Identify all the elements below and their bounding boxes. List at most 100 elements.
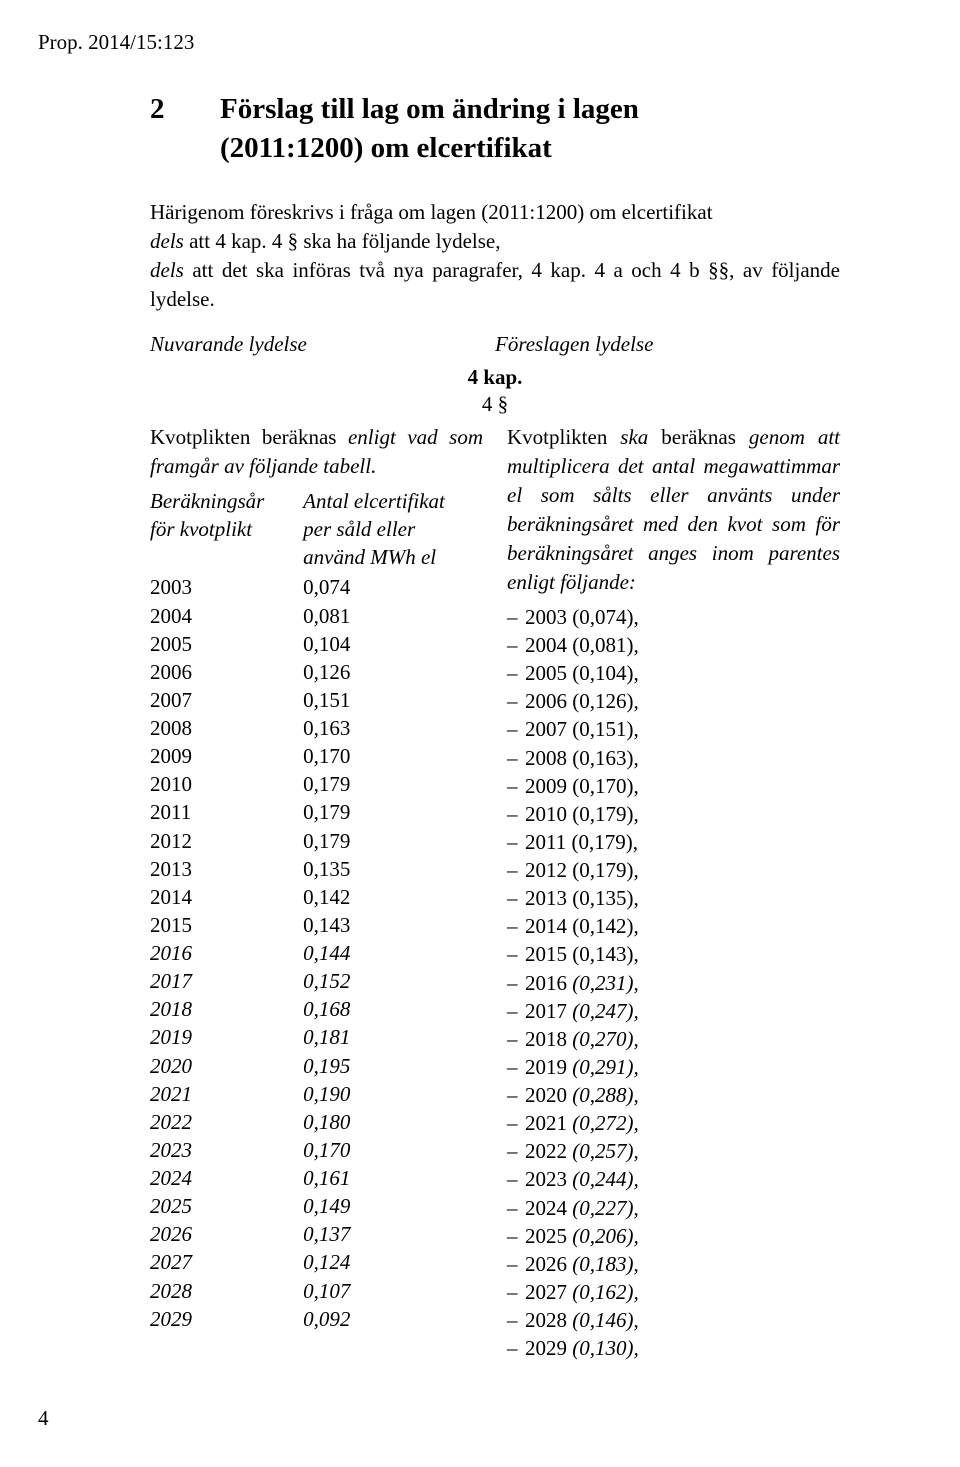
list-item-text: 2023 (0,244), — [525, 1167, 639, 1191]
dash-icon: – — [507, 631, 525, 659]
list-item-text: 2009 (0,170), — [525, 774, 639, 798]
dash-icon: – — [507, 940, 525, 968]
section-title-line1: Förslag till lag om ändring i lagen — [220, 93, 639, 125]
table-cell-value: 0,179 — [303, 798, 483, 826]
list-item: –2014 (0,142), — [507, 912, 840, 940]
section-title-line2: (2011:1200) om elcertifikat — [220, 132, 552, 164]
list-item-text: 2020 (0,288), — [525, 1083, 639, 1107]
table-row: 20280,107 — [150, 1277, 483, 1305]
dash-icon: – — [507, 1250, 525, 1278]
list-item-text: 2016 (0,231), — [525, 971, 639, 995]
hdr-col1-l2: för kvotplikt — [150, 517, 252, 541]
table-cell-year: 2027 — [150, 1248, 303, 1276]
dash-icon: – — [507, 1306, 525, 1334]
dash-icon: – — [507, 1053, 525, 1081]
dash-icon: – — [507, 715, 525, 743]
dash-icon: – — [507, 1222, 525, 1250]
table-cell-value: 0,149 — [303, 1192, 483, 1220]
dash-icon: – — [507, 884, 525, 912]
list-item-text: 2015 (0,143), — [525, 942, 639, 966]
table-cell-value: 0,195 — [303, 1052, 483, 1080]
table-cell-year: 2012 — [150, 827, 303, 855]
table-row: 20050,104 — [150, 630, 483, 658]
table-row: 20070,151 — [150, 686, 483, 714]
dash-icon: – — [507, 603, 525, 631]
table-cell-value: 0,092 — [303, 1305, 483, 1333]
table-cell-year: 2011 — [150, 798, 303, 826]
list-item-text: 2012 (0,179), — [525, 858, 639, 882]
table-cell-value: 0,135 — [303, 855, 483, 883]
list-item-text: 2028 (0,146), — [525, 1308, 639, 1332]
column-headers: Nuvarande lydelse Föreslagen lydelse — [150, 332, 840, 357]
table-cell-year: 2025 — [150, 1192, 303, 1220]
list-item: –2004 (0,081), — [507, 631, 840, 659]
table-cell-year: 2014 — [150, 883, 303, 911]
two-column-body: Kvotplikten beräknas enligt vad som fram… — [150, 423, 840, 1362]
left-column: Kvotplikten beräknas enligt vad som fram… — [150, 423, 483, 1362]
section-title: 2 Förslag till lag om ändring i lagen (2… — [150, 90, 840, 168]
list-item-text: 2021 (0,272), — [525, 1111, 639, 1135]
dash-icon: – — [507, 1137, 525, 1165]
list-item-text: 2010 (0,179), — [525, 802, 639, 826]
dash-icon: – — [507, 744, 525, 772]
dash-icon: – — [507, 1109, 525, 1137]
table-cell-year: 2008 — [150, 714, 303, 742]
table-cell-value: 0,170 — [303, 1136, 483, 1164]
dash-icon: – — [507, 997, 525, 1025]
right-column-header: Föreslagen lydelse — [495, 332, 840, 357]
page-number: 4 — [38, 1406, 49, 1431]
list-item-text: 2022 (0,257), — [525, 1139, 639, 1163]
list-item: –2015 (0,143), — [507, 940, 840, 968]
list-item-text: 2029 (0,130), — [525, 1336, 639, 1360]
left-text-plain: Kvotplikten beräknas — [150, 425, 348, 449]
table-row: 20060,126 — [150, 658, 483, 686]
table-row: 20170,152 — [150, 967, 483, 995]
dash-icon: – — [507, 969, 525, 997]
table-row: 20140,142 — [150, 883, 483, 911]
table-row: 20190,181 — [150, 1023, 483, 1051]
table-cell-value: 0,168 — [303, 995, 483, 1023]
hdr-col1-l1: Beräkningsår — [150, 489, 264, 513]
table-row: 20290,092 — [150, 1305, 483, 1333]
table-row: 20240,161 — [150, 1164, 483, 1192]
intro-paragraph: Härigenom föreskrivs i fråga om lagen (2… — [150, 198, 840, 314]
table-cell-year: 2018 — [150, 995, 303, 1023]
list-item: –2028 (0,146), — [507, 1306, 840, 1334]
table-cell-year: 2006 — [150, 658, 303, 686]
table-cell-value: 0,170 — [303, 742, 483, 770]
list-item-text: 2025 (0,206), — [525, 1224, 639, 1248]
table-cell-value: 0,181 — [303, 1023, 483, 1051]
table-row: 20200,195 — [150, 1052, 483, 1080]
list-item: –2022 (0,257), — [507, 1137, 840, 1165]
list-item: –2021 (0,272), — [507, 1109, 840, 1137]
right-text-italic1: ska — [620, 425, 648, 449]
table-cell-value: 0,180 — [303, 1108, 483, 1136]
list-item: –2012 (0,179), — [507, 856, 840, 884]
left-table-header-col2: Antal elcertifikat per såld eller använd… — [303, 487, 483, 573]
list-item-text: 2013 (0,135), — [525, 886, 639, 910]
right-text-italic2: genom att multiplicera det antal megawat… — [507, 425, 840, 594]
list-item: –2017 (0,247), — [507, 997, 840, 1025]
table-cell-year: 2005 — [150, 630, 303, 658]
list-item: –2011 (0,179), — [507, 828, 840, 856]
section-number: 2 — [150, 90, 220, 168]
table-cell-value: 0,152 — [303, 967, 483, 995]
table-cell-year: 2021 — [150, 1080, 303, 1108]
table-row: 20260,137 — [150, 1220, 483, 1248]
table-cell-year: 2026 — [150, 1220, 303, 1248]
left-table-body: 20030,07420040,08120050,10420060,1262007… — [150, 573, 483, 1332]
list-item-text: 2017 (0,247), — [525, 999, 639, 1023]
table-row: 20160,144 — [150, 939, 483, 967]
table-row: 20220,180 — [150, 1108, 483, 1136]
list-item: –2018 (0,270), — [507, 1025, 840, 1053]
table-cell-value: 0,107 — [303, 1277, 483, 1305]
hdr-col2-l1: Antal elcertifikat — [303, 489, 445, 513]
table-cell-value: 0,151 — [303, 686, 483, 714]
list-item-text: 2011 (0,179), — [525, 830, 638, 854]
table-row: 20110,179 — [150, 798, 483, 826]
table-cell-year: 2013 — [150, 855, 303, 883]
table-cell-value: 0,144 — [303, 939, 483, 967]
dash-icon: – — [507, 1025, 525, 1053]
hdr-col2-l2: per såld eller — [303, 517, 415, 541]
left-intro-text: Kvotplikten beräknas enligt vad som fram… — [150, 423, 483, 481]
